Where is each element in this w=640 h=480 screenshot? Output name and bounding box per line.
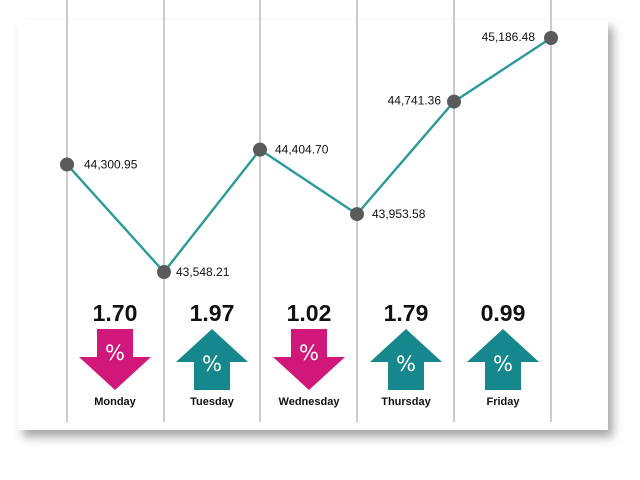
percent-symbol: % — [105, 341, 125, 365]
down-arrow-icon — [79, 329, 151, 390]
value-label: 44,300.95 — [84, 157, 138, 171]
value-label: 44,404.70 — [275, 143, 329, 157]
data-point — [60, 157, 74, 172]
day-label: Wednesday — [279, 396, 341, 408]
data-point — [253, 142, 267, 157]
percent-symbol: % — [299, 341, 319, 365]
down-arrow-icon — [273, 329, 345, 390]
percent-symbol: % — [396, 352, 416, 376]
value-label: 43,953.58 — [372, 207, 426, 221]
percent-symbol: % — [493, 352, 513, 376]
up-arrow-icon — [467, 329, 539, 390]
day-label: Tuesday — [190, 396, 235, 408]
data-point — [544, 31, 558, 45]
change-percent: 1.97 — [190, 300, 235, 326]
change-percent: 0.99 — [481, 300, 526, 326]
percent-symbol: % — [202, 352, 222, 376]
data-point — [447, 94, 461, 109]
series-line — [66, 36, 552, 274]
data-point — [157, 265, 171, 279]
up-arrow-icon — [176, 329, 248, 390]
change-percent: 1.02 — [287, 300, 332, 326]
day-label: Thursday — [381, 396, 431, 408]
value-label: 45,186.48 — [482, 30, 536, 44]
change-percent: 1.79 — [384, 300, 429, 326]
day-label: Friday — [486, 396, 520, 408]
data-point — [350, 207, 364, 222]
value-label: 44,741.36 — [388, 94, 442, 108]
value-label: 43,548.21 — [176, 265, 230, 279]
up-arrow-icon — [370, 329, 442, 390]
change-percent: 1.70 — [93, 300, 138, 326]
day-label: Monday — [94, 396, 136, 408]
